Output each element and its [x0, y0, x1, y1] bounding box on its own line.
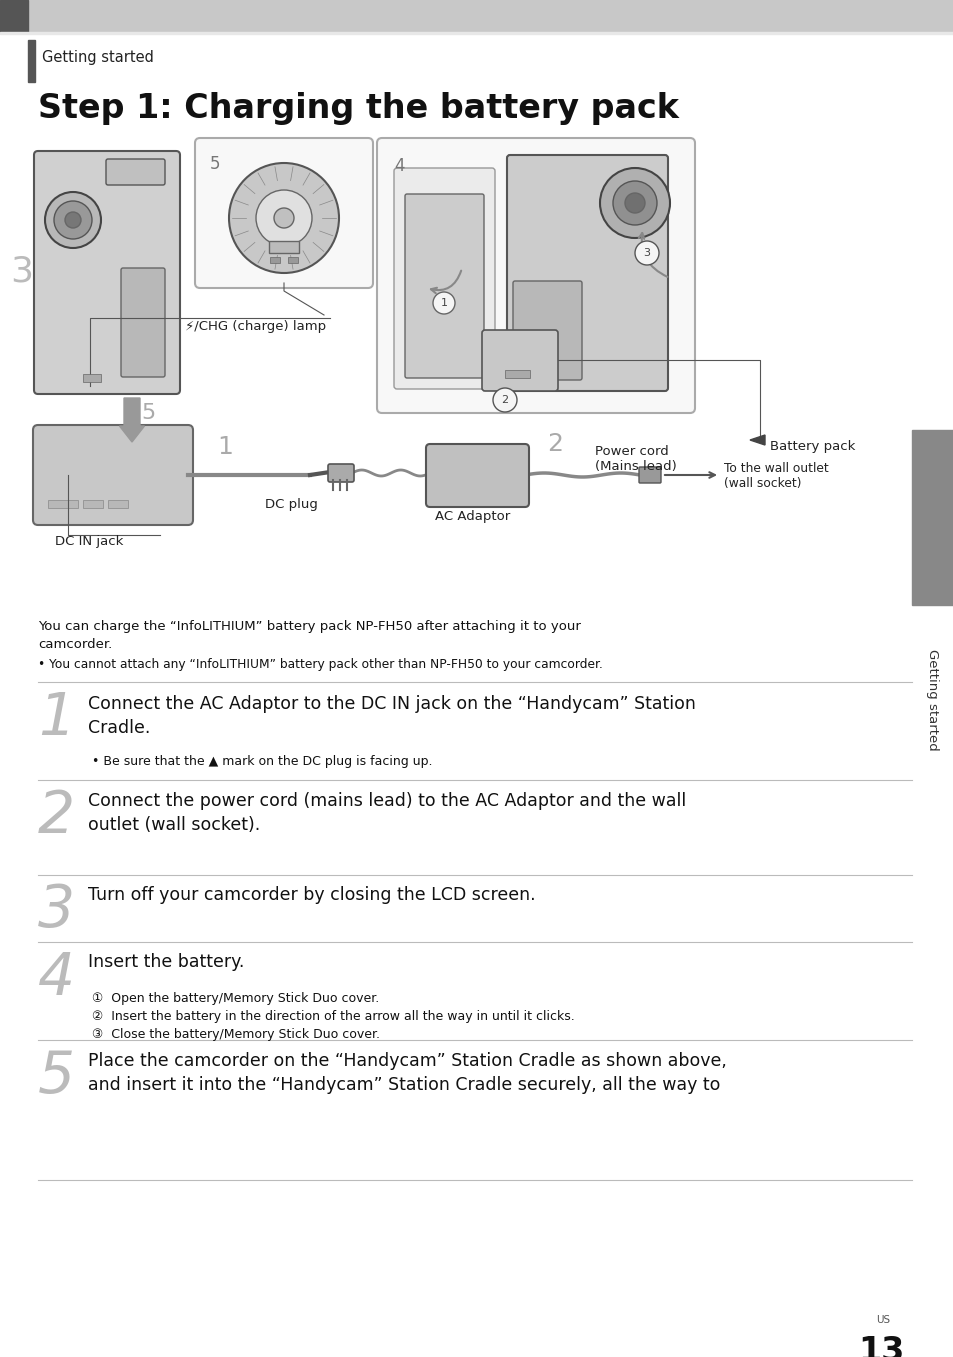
Text: Place the camcorder on the “Handycam” Station Cradle as shown above,
and insert : Place the camcorder on the “Handycam” St…: [88, 1052, 726, 1094]
Text: 3: 3: [643, 248, 650, 258]
Text: 5: 5: [210, 155, 220, 172]
Bar: [270, 256, 280, 263]
Circle shape: [45, 191, 101, 248]
Circle shape: [433, 292, 455, 313]
Text: 5: 5: [38, 1048, 75, 1105]
FancyBboxPatch shape: [426, 444, 529, 508]
Bar: [288, 256, 297, 263]
Text: • Be sure that the ▲ mark on the DC plug is facing up.: • Be sure that the ▲ mark on the DC plug…: [91, 754, 432, 768]
Text: 2: 2: [546, 432, 562, 456]
Circle shape: [493, 388, 517, 413]
Circle shape: [613, 180, 657, 225]
Bar: [0, 0, 28, 33]
FancyBboxPatch shape: [376, 138, 695, 413]
Bar: [83, 375, 101, 383]
Circle shape: [229, 163, 338, 273]
Bar: [0, 33, 953, 34]
FancyBboxPatch shape: [481, 330, 558, 391]
Text: Battery pack: Battery pack: [769, 440, 855, 453]
Text: 3: 3: [10, 255, 33, 289]
Bar: [83, 499, 103, 508]
Text: US: US: [875, 1315, 889, 1324]
Circle shape: [599, 168, 669, 237]
Bar: [504, 370, 530, 379]
Text: 1: 1: [440, 299, 447, 308]
Text: 3: 3: [38, 882, 75, 939]
Circle shape: [255, 190, 312, 246]
Text: Power cord
(Mains lead): Power cord (Mains lead): [595, 445, 676, 474]
Text: • You cannot attach any “InfoLITHIUM” battery pack other than NP-FH50 to your ca: • You cannot attach any “InfoLITHIUM” ba…: [38, 658, 602, 670]
Text: 4: 4: [394, 157, 404, 175]
Text: 2: 2: [38, 788, 75, 845]
FancyBboxPatch shape: [194, 138, 373, 288]
Text: Getting started: Getting started: [925, 649, 939, 750]
Bar: [911, 430, 953, 605]
Text: ⚡/CHG (charge) lamp: ⚡/CHG (charge) lamp: [185, 320, 326, 332]
Circle shape: [624, 193, 644, 213]
Circle shape: [54, 201, 91, 239]
Text: 1: 1: [217, 436, 233, 459]
FancyBboxPatch shape: [34, 151, 180, 394]
FancyBboxPatch shape: [405, 194, 483, 379]
Text: You can charge the “InfoLITHIUM” battery pack NP-FH50 after attaching it to your: You can charge the “InfoLITHIUM” battery…: [38, 620, 580, 651]
Text: Connect the power cord (mains lead) to the AC Adaptor and the wall
outlet (wall : Connect the power cord (mains lead) to t…: [88, 792, 685, 833]
FancyBboxPatch shape: [106, 159, 165, 185]
Text: 13: 13: [857, 1335, 903, 1357]
FancyBboxPatch shape: [506, 155, 667, 391]
Text: 1: 1: [38, 689, 75, 746]
Text: 5: 5: [141, 403, 155, 423]
FancyBboxPatch shape: [394, 168, 495, 389]
FancyBboxPatch shape: [33, 425, 193, 525]
Polygon shape: [749, 436, 764, 445]
Text: ②  Insert the battery in the direction of the arrow all the way in until it clic: ② Insert the battery in the direction of…: [91, 1010, 574, 1023]
Text: Getting started: Getting started: [42, 50, 153, 65]
Circle shape: [274, 208, 294, 228]
Circle shape: [65, 212, 81, 228]
Text: AC Adaptor: AC Adaptor: [435, 510, 510, 522]
Text: Step 1: Charging the battery pack: Step 1: Charging the battery pack: [38, 92, 679, 125]
FancyBboxPatch shape: [121, 267, 165, 377]
Text: DC IN jack: DC IN jack: [55, 535, 123, 548]
Text: DC plug: DC plug: [265, 498, 317, 512]
Bar: [269, 242, 298, 252]
FancyBboxPatch shape: [513, 281, 581, 380]
Circle shape: [635, 242, 659, 265]
FancyArrow shape: [119, 398, 144, 442]
Bar: [28, 39, 35, 81]
Text: ③  Close the battery/Memory Stick Duo cover.: ③ Close the battery/Memory Stick Duo cov…: [91, 1029, 379, 1041]
Bar: [108, 499, 128, 508]
Bar: [0, 0, 953, 33]
Text: ①  Open the battery/Memory Stick Duo cover.: ① Open the battery/Memory Stick Duo cove…: [91, 992, 379, 1006]
FancyBboxPatch shape: [639, 467, 660, 483]
Text: To the wall outlet
(wall socket): To the wall outlet (wall socket): [723, 461, 828, 490]
Text: 2: 2: [501, 395, 508, 404]
FancyBboxPatch shape: [328, 464, 354, 482]
Bar: [48, 499, 78, 508]
Text: Turn off your camcorder by closing the LCD screen.: Turn off your camcorder by closing the L…: [88, 886, 535, 904]
Text: Connect the AC Adaptor to the DC IN jack on the “Handycam” Station
Cradle.: Connect the AC Adaptor to the DC IN jack…: [88, 695, 695, 737]
Text: 4: 4: [38, 950, 75, 1007]
Text: Insert the battery.: Insert the battery.: [88, 953, 244, 972]
